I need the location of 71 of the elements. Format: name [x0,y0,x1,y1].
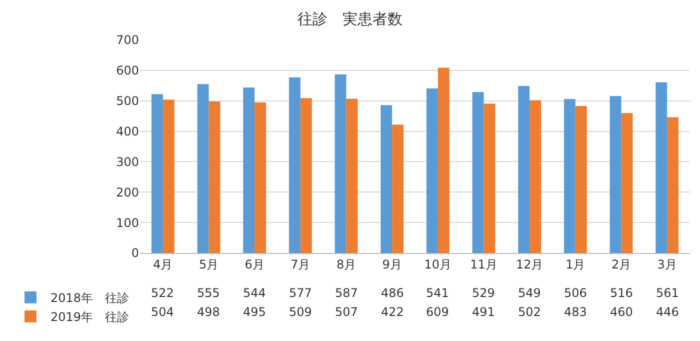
data-label: 544 [243,286,266,300]
x-tick-label: 9月 [382,257,402,272]
bar [346,98,358,253]
x-tick-label: 4月 [153,257,173,272]
bar [197,84,209,253]
bar [151,94,163,253]
data-label: 422 [381,305,404,319]
data-label: 549 [518,286,541,300]
y-tick-label: 500 [116,94,139,108]
y-tick-label: 600 [116,64,139,78]
bar [656,82,668,253]
bar [564,99,576,253]
bar [472,92,484,253]
bar [530,100,542,253]
x-tick-label: 3月 [657,257,677,272]
x-tick-label: 5月 [198,257,219,272]
data-label: 555 [197,286,220,300]
bar [438,68,450,253]
data-label: 522 [151,286,174,300]
bar [288,77,300,253]
data-label: 491 [472,305,495,319]
data-label: 504 [151,305,174,319]
bar [300,98,312,253]
x-tick-label: 11月 [470,257,498,272]
bar [208,101,220,253]
bar [380,105,392,253]
data-label: 609 [426,305,449,319]
data-label: 516 [610,286,633,300]
x-tick-label: 10月 [424,257,452,272]
data-label: 486 [381,286,404,300]
data-label: 483 [564,305,587,319]
y-tick-label: 300 [116,154,139,169]
x-tick-label: 6月 [244,257,264,272]
data-label: 561 [656,286,679,300]
x-tick-label: 8月 [336,257,356,272]
legend-label: 2019年 往診 [50,310,130,324]
bar [392,124,404,253]
bar [621,113,633,253]
x-tick-label: 12月 [516,257,544,272]
bar [162,100,174,253]
bar [610,96,622,253]
data-label: 587 [335,286,358,300]
bar [334,74,346,253]
bar [243,87,255,253]
data-label: 506 [564,286,587,300]
bar [254,102,266,253]
bar [484,104,496,253]
data-label: 460 [610,305,633,319]
data-label: 529 [472,286,495,300]
y-tick-label: 700 [116,33,139,48]
data-label: 507 [335,305,358,319]
legend-label: 2018年 往診 [50,291,130,305]
x-tick-label: 2月 [611,257,632,272]
bar [575,106,587,253]
y-tick-label: 200 [116,185,139,200]
x-tick-label: 1月 [566,257,586,272]
data-label: 541 [426,286,449,300]
data-label: 446 [656,305,679,319]
data-label: 498 [197,305,220,319]
y-tick-label: 0 [131,246,139,260]
chart-title: 往診 実患者数 [298,10,402,28]
data-label: 577 [289,286,312,300]
bar [667,117,679,253]
data-label: 502 [518,305,541,319]
y-tick-label: 100 [116,216,139,230]
data-label: 495 [243,305,266,319]
x-tick-label: 7月 [290,257,310,272]
data-label: 509 [289,305,312,319]
y-tick-label: 400 [116,124,139,138]
bar [426,88,438,253]
bar [518,86,530,253]
